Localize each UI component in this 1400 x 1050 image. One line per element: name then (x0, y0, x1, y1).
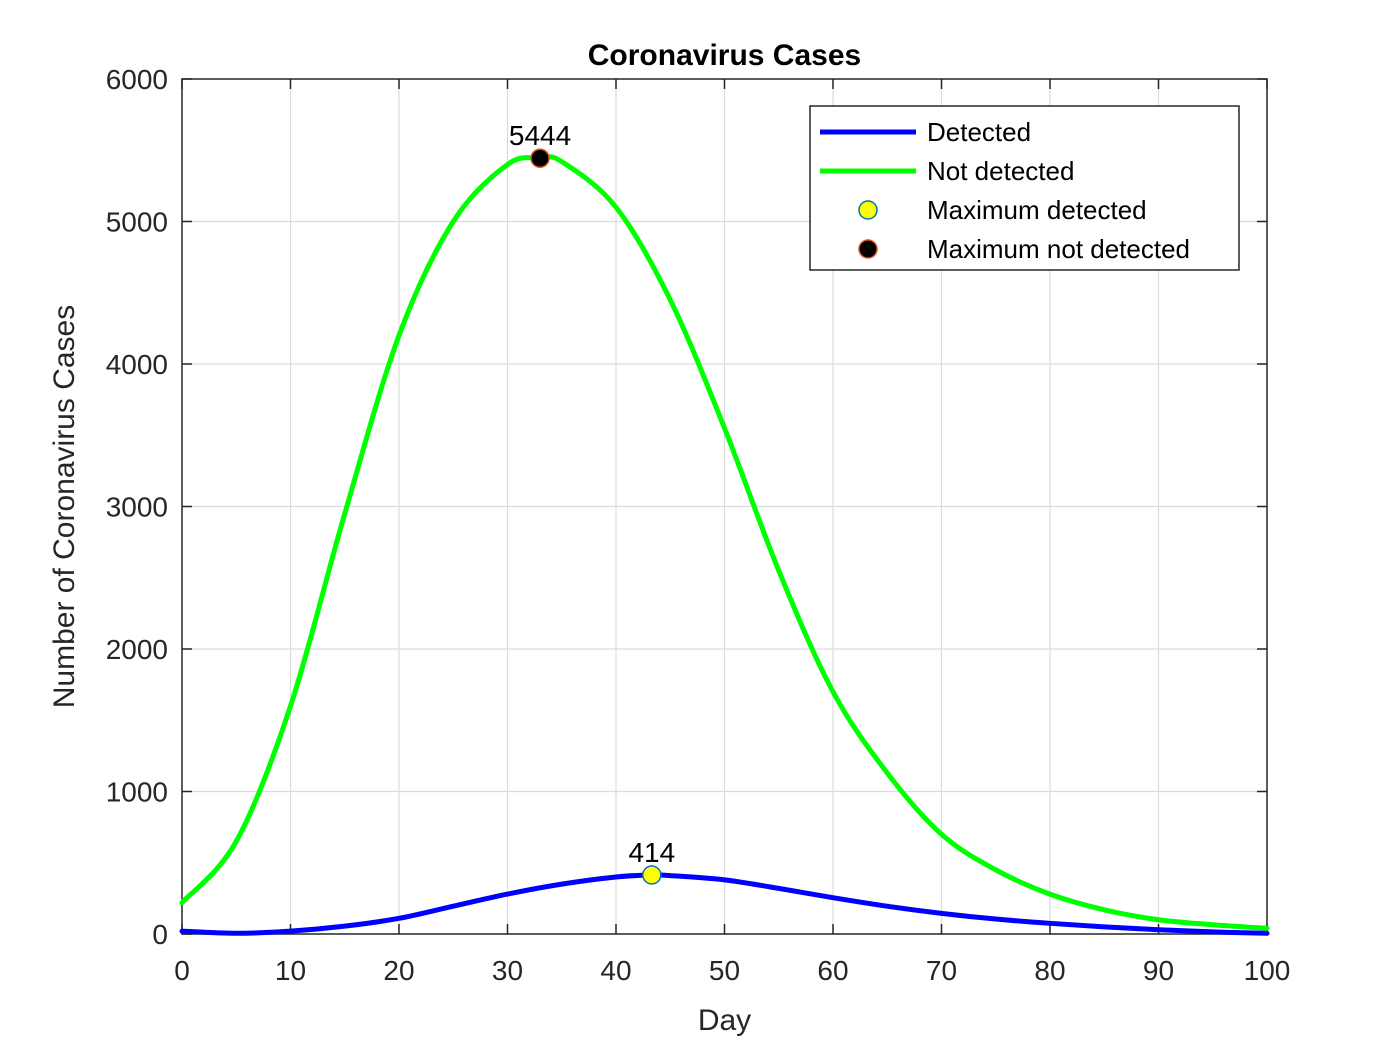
x-tick-label: 40 (600, 955, 631, 986)
ticks-layer: 0 10 20 30 40 50 60 70 80 90 100010002000300040005… (106, 64, 1291, 986)
y-tick-label: 1000 (106, 777, 168, 808)
x-tick-label: 10 (275, 955, 306, 986)
legend-label-maximum-detected: Maximum detected (927, 195, 1147, 225)
legend-swatch-maximum-not-detected (858, 239, 878, 259)
legend-label-maximum-not-detected: Maximum not detected (927, 234, 1190, 264)
maximum-not-detected-marker (530, 148, 550, 168)
x-tick-label: 50 (709, 955, 740, 986)
legend-label-not-detected: Not detected (927, 156, 1074, 186)
legend-label-detected: Detected (927, 117, 1031, 147)
y-tick-label: 5000 (106, 207, 168, 238)
x-tick-label: 90 (1143, 955, 1174, 986)
x-tick-label: 60 (817, 955, 848, 986)
x-axis-label: Day (698, 1004, 751, 1037)
legend: Detected Not detected Maximum detected Maxi… (809, 105, 1240, 271)
x-tick-label: 0 (174, 955, 190, 986)
legend-swatch-maximum-detected (858, 200, 878, 220)
y-axis-label: Number of Coronavirus Cases (48, 305, 81, 709)
y-tick-label: 4000 (106, 349, 168, 380)
maximum-detected-label: 414 (628, 837, 675, 868)
x-tick-label: 20 (383, 955, 414, 986)
series-layer (179, 154, 1270, 936)
y-tick-label: 6000 (106, 64, 168, 95)
y-tick-label: 2000 (106, 634, 168, 665)
y-tick-label: 3000 (106, 492, 168, 523)
x-tick-label: 70 (926, 955, 957, 986)
series-line-not-detected (179, 154, 1270, 931)
chart-title: Coronavirus Cases (588, 39, 861, 72)
x-tick-label: 30 (492, 955, 523, 986)
x-tick-label: 100 (1244, 955, 1291, 986)
maximum-detected-marker (642, 865, 662, 885)
maximum-not-detected-label: 5444 (509, 120, 571, 151)
x-tick-label: 80 (1034, 955, 1065, 986)
markers-layer: 414 5444 (509, 120, 675, 885)
y-tick-label: 0 (152, 919, 168, 950)
series-line-detected (179, 872, 1270, 936)
